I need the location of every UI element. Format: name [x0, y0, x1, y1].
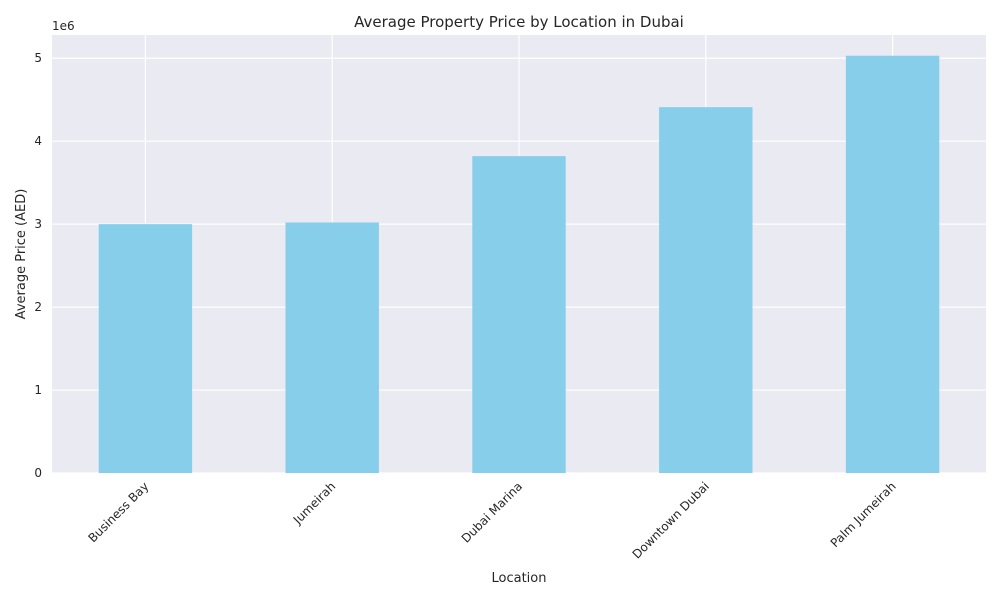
- chart-title: Average Property Price by Location in Du…: [354, 13, 684, 31]
- y-tick-label: 4: [34, 134, 42, 148]
- bar-downtown-dubai: [659, 107, 753, 473]
- y-tick-label: 5: [34, 51, 42, 65]
- bar-jumeirah: [285, 222, 379, 473]
- x-tick-label: Business Bay: [85, 479, 151, 545]
- bar-business-bay: [98, 224, 193, 473]
- x-tick-label: Dubai Marina: [459, 479, 525, 545]
- x-tick-label: Jumeirah: [290, 479, 338, 527]
- y-tick-labels: 0 1 2 3 4 5: [34, 51, 42, 480]
- y-tick-label: 3: [34, 217, 42, 231]
- bars: [98, 55, 940, 473]
- x-axis-label: Location: [492, 571, 547, 586]
- bar-dubai-marina: [472, 156, 566, 473]
- y-axis-label: Average Price (AED): [14, 189, 29, 320]
- y-tick-label: 0: [34, 466, 42, 480]
- y-axis-offset-label: 1e6: [52, 19, 75, 33]
- y-tick-label: 2: [34, 300, 42, 314]
- y-tick-label: 1: [34, 383, 42, 397]
- x-tick-labels: Business Bay Jumeirah Dubai Marina Downtown…: [85, 479, 898, 561]
- bar-palm-jumeirah: [845, 55, 940, 473]
- x-tick-label: Downtown Dubai: [630, 479, 712, 561]
- x-tick-label: Palm Jumeirah: [828, 479, 899, 550]
